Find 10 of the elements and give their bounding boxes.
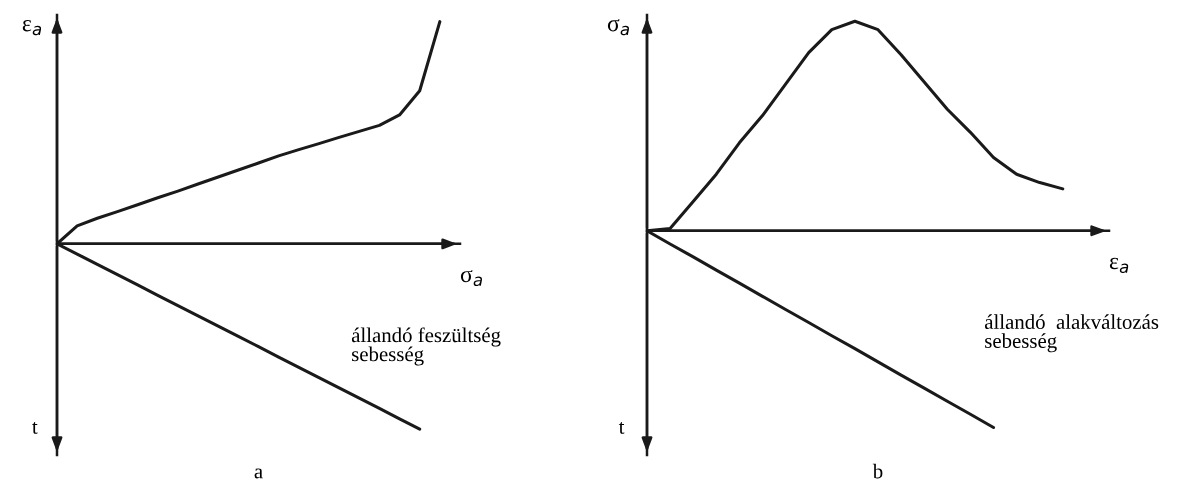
text: t bbox=[618, 421, 625, 434]
y-axis-title: ε$_{a}$ bbox=[22, 20, 42, 36]
annotation: állandó alakváltozás sebesség bbox=[984, 314, 1159, 353]
text: t bbox=[32, 421, 38, 434]
y-axis-title: σ$_{a}$ bbox=[607, 19, 629, 36]
x-axis-title: σ$_{a}$ bbox=[460, 269, 482, 287]
text: b bbox=[872, 463, 883, 479]
x-axis-title: ε$_{a}$ bbox=[1109, 257, 1129, 274]
text: a bbox=[254, 468, 263, 479]
annotation: állandó feszültség sebesség bbox=[351, 327, 501, 366]
